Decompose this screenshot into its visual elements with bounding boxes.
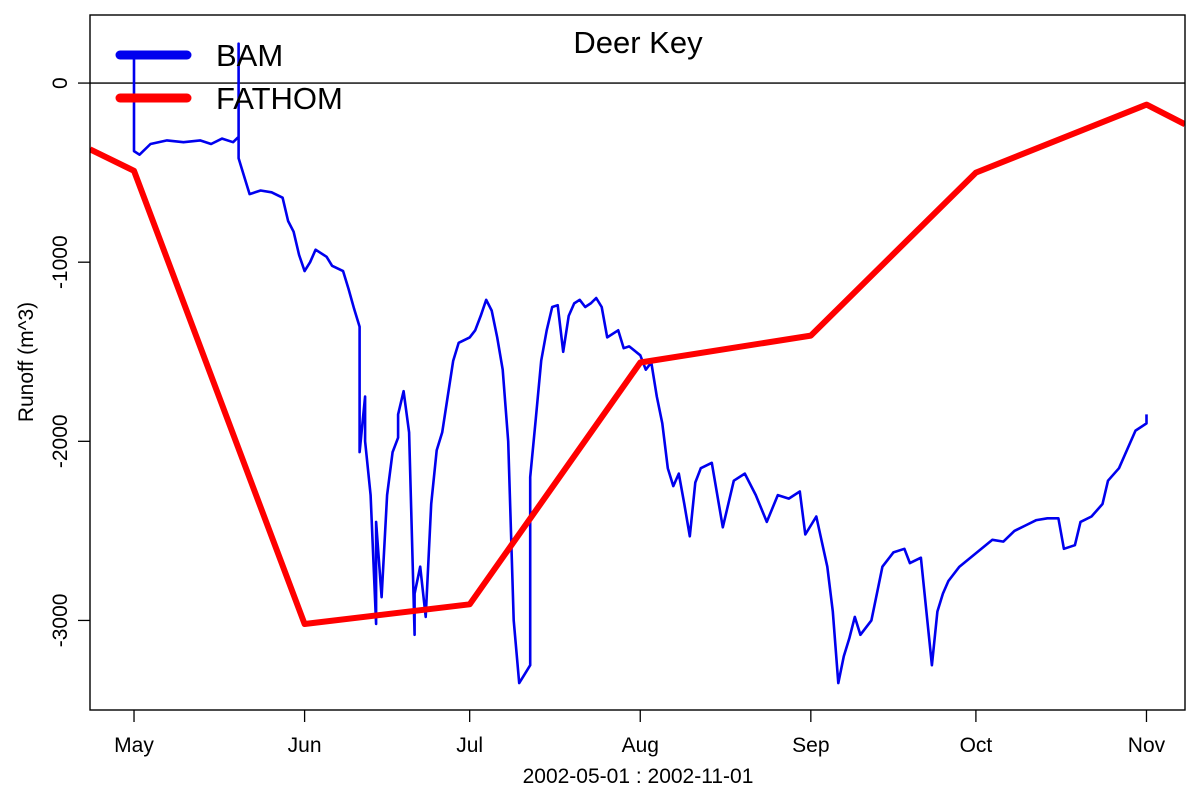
legend: BAM FATHOM: [115, 38, 343, 116]
legend-label-fathom: FATHOM: [216, 81, 343, 116]
y-tick-label: -1000: [49, 235, 72, 289]
x-tick-label: Nov: [1128, 734, 1166, 757]
chart-title: Deer Key: [573, 25, 703, 60]
x-tick-label: Sep: [792, 734, 829, 757]
plot-frame: [89, 14, 1186, 711]
x-axis-title: 2002-05-01 : 2002-11-01: [523, 765, 754, 788]
x-tick-label: May: [114, 734, 154, 757]
series-line-bam: [132, 42, 1148, 685]
x-tick-label: Aug: [622, 734, 659, 757]
y-axis-title: Runoff (m^3): [15, 302, 38, 422]
x-tick-label: Oct: [960, 734, 993, 757]
y-tick-label: -2000: [49, 414, 72, 468]
x-tick-label: Jun: [288, 734, 322, 757]
series-line-fathom: [90, 101, 1185, 627]
y-tick-label: 0: [49, 77, 72, 89]
legend-label-bam: BAM: [216, 38, 283, 73]
y-tick-label: -3000: [49, 594, 72, 648]
x-tick-label: Jul: [456, 734, 483, 757]
